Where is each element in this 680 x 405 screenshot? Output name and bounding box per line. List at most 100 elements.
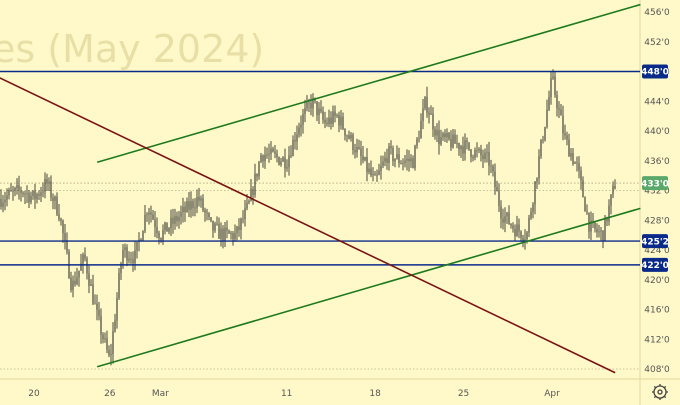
candle — [268, 143, 270, 163]
candle — [30, 191, 32, 205]
candle-body — [78, 270, 80, 278]
candle-body — [586, 211, 588, 213]
candle-body — [70, 278, 72, 291]
candle — [358, 139, 360, 150]
candle-body — [174, 215, 176, 224]
candle — [510, 223, 512, 229]
candle — [384, 151, 386, 167]
candle — [330, 111, 332, 130]
y-tick-label: 452'0 — [644, 38, 670, 48]
candle — [212, 220, 214, 238]
candle-body — [296, 134, 298, 142]
candle-body — [440, 137, 442, 145]
candle-body — [518, 224, 520, 232]
time-axis: 20 26 Mar 11 18 25 Apr — [28, 389, 560, 399]
candle — [392, 145, 394, 166]
candle — [532, 202, 534, 219]
candle-body — [578, 163, 580, 171]
candle — [214, 221, 216, 233]
candle — [570, 148, 572, 161]
candle-body — [36, 194, 38, 200]
candle-body — [292, 139, 294, 157]
candle — [584, 196, 586, 212]
candle-body — [464, 140, 466, 154]
candle-body — [146, 214, 148, 216]
candle-body — [612, 185, 614, 195]
candle-body — [424, 96, 426, 109]
candle-body — [318, 108, 320, 116]
candle — [438, 120, 440, 155]
candle — [326, 117, 328, 127]
candle-body — [220, 228, 222, 239]
candle-body — [468, 142, 470, 150]
candle — [412, 155, 414, 169]
candle-body — [360, 148, 362, 157]
candle-body — [380, 165, 382, 171]
candle — [540, 139, 542, 159]
candle — [114, 313, 116, 333]
candle — [524, 229, 526, 250]
candle — [56, 192, 58, 216]
candle-body — [582, 180, 584, 198]
candle — [588, 212, 590, 239]
candle — [418, 130, 420, 143]
candle — [518, 218, 520, 239]
candle-body — [420, 121, 422, 139]
candle-body — [444, 133, 446, 138]
candle-body — [168, 228, 170, 232]
candle — [344, 128, 346, 141]
candle-body — [72, 280, 74, 291]
candle — [194, 198, 196, 217]
gear-icon[interactable] — [652, 384, 668, 400]
candle — [184, 201, 186, 222]
candle-body — [502, 218, 504, 223]
candle-body — [204, 210, 206, 213]
candle-body — [546, 109, 548, 128]
candle-body — [32, 190, 34, 197]
candle-body — [428, 112, 430, 115]
candle — [558, 101, 560, 119]
candle — [118, 268, 120, 301]
candle — [304, 99, 306, 123]
candle-body — [304, 108, 306, 115]
candle-body — [14, 187, 16, 191]
candle — [130, 251, 132, 264]
candle-body — [512, 225, 514, 229]
candle — [502, 208, 504, 230]
candle-body — [298, 127, 300, 135]
candle — [244, 200, 246, 227]
candle-body — [320, 108, 322, 112]
candle — [596, 223, 598, 238]
candle — [88, 265, 90, 294]
candle-body — [284, 157, 286, 169]
candle — [204, 207, 206, 222]
candle — [272, 146, 274, 153]
candle-body — [540, 139, 542, 157]
candle — [462, 136, 464, 162]
candle — [166, 222, 168, 232]
candle — [200, 195, 202, 208]
candle — [116, 292, 118, 329]
candle — [128, 251, 130, 264]
candle-body — [344, 128, 346, 136]
candle-body — [452, 134, 454, 148]
watermark-text: es (May 2024) — [0, 27, 264, 71]
candle — [146, 212, 148, 222]
candle-body — [368, 168, 370, 172]
candle — [492, 164, 494, 177]
level-tag-label: 425'2 — [641, 237, 669, 247]
candle — [448, 132, 450, 141]
candle-body — [88, 273, 90, 286]
candle — [254, 163, 256, 198]
candle — [508, 205, 510, 225]
candle — [150, 205, 152, 223]
candle — [192, 198, 194, 217]
candle-body — [218, 223, 220, 239]
candle-body — [210, 217, 212, 221]
candle-body — [208, 213, 210, 218]
candle — [52, 193, 54, 210]
candle — [594, 221, 596, 233]
candle — [242, 210, 244, 224]
